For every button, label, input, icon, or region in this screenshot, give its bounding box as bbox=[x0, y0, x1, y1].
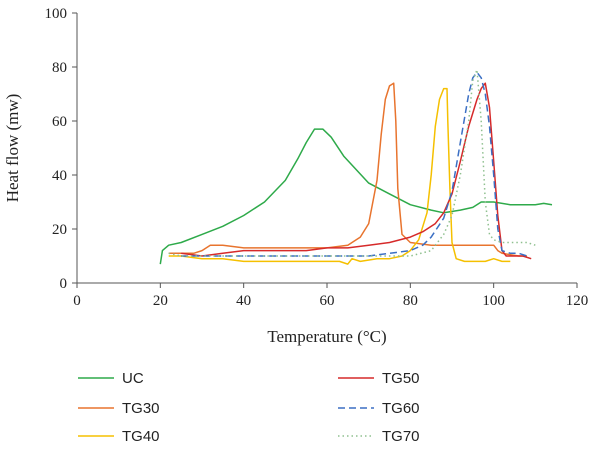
y-tick-label: 60 bbox=[52, 114, 67, 130]
y-tick-label: 100 bbox=[45, 6, 68, 22]
series-line-tg60 bbox=[181, 71, 528, 257]
y-tick-label: 80 bbox=[52, 60, 67, 76]
series-line-tg30 bbox=[168, 82, 527, 257]
series-line-tg40 bbox=[168, 87, 511, 265]
x-tick-label: 100 bbox=[482, 293, 505, 309]
legend-label-tg30: TG30 bbox=[122, 400, 160, 417]
x-axis-title: Temperature (°C) bbox=[267, 327, 386, 346]
x-tick-label: 40 bbox=[236, 293, 251, 309]
series-lines bbox=[159, 68, 553, 265]
x-tick-label: 60 bbox=[320, 293, 335, 309]
legend-label-tg50: TG50 bbox=[382, 370, 420, 387]
y-tick-label: 40 bbox=[52, 168, 67, 184]
y-tick-label: 0 bbox=[60, 276, 68, 292]
y-axis-title: Heat flow (mw) bbox=[3, 94, 22, 203]
series-line-tg70 bbox=[168, 68, 536, 257]
legend-label-uc: UC bbox=[122, 370, 144, 387]
x-tick-label: 0 bbox=[73, 293, 81, 309]
x-tick-label: 20 bbox=[153, 293, 168, 309]
legend-label-tg60: TG60 bbox=[382, 400, 420, 417]
x-tick-label: 80 bbox=[403, 293, 418, 309]
plot-area: 0 20 40 60 80 100 120 0 20 40 60 80 100 bbox=[45, 6, 589, 309]
y-tick-label: 20 bbox=[52, 222, 67, 238]
legend-label-tg40: TG40 bbox=[122, 428, 160, 445]
series-line-tg50 bbox=[181, 82, 532, 260]
x-axis-ticks: 0 20 40 60 80 100 120 bbox=[73, 283, 588, 309]
legend-label-tg70: TG70 bbox=[382, 428, 420, 445]
legend: UC TG30 TG40 TG50 TG60 TG70 bbox=[78, 370, 420, 445]
y-axis-ticks: 0 20 40 60 80 100 bbox=[45, 6, 77, 292]
x-tick-label: 120 bbox=[566, 293, 589, 309]
